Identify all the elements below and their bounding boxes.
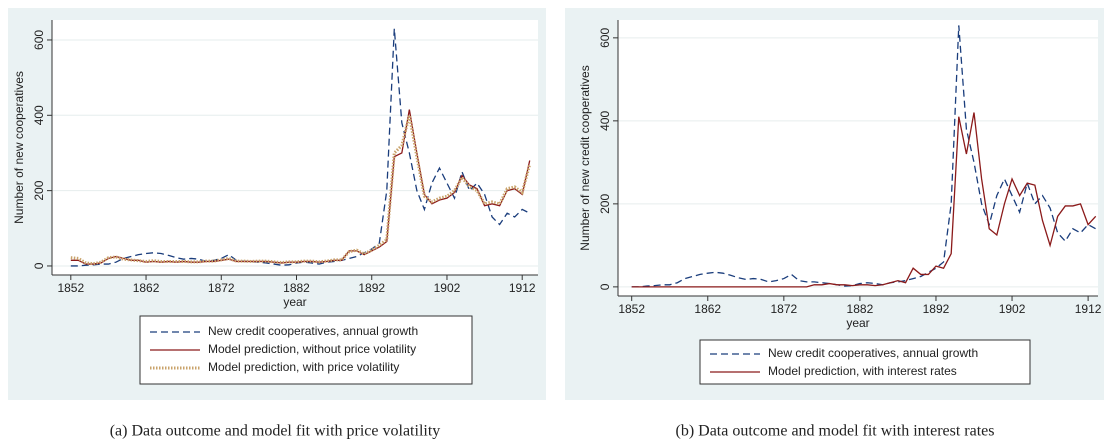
x-tick-label: 1902 [999, 302, 1026, 316]
legend-box [699, 339, 1031, 385]
series-line [70, 109, 531, 265]
series-line [70, 28, 531, 267]
y-tick-label: 200 [598, 194, 612, 214]
x-tick-label: 1872 [770, 302, 797, 316]
series-line [70, 114, 532, 266]
caption: (a) Data outcome and model fit with pric… [110, 423, 441, 440]
y-axis-label: Number of new credit cooperatives [578, 65, 592, 250]
y-tick-label: 600 [598, 28, 612, 48]
x-tick-label: 1862 [133, 281, 160, 295]
x-tick-label: 1892 [358, 281, 385, 295]
x-tick-label: 1852 [618, 302, 645, 316]
x-tick-label: 1902 [434, 281, 461, 295]
x-axis-label: year [283, 295, 306, 309]
y-tick-label: 0 [32, 262, 46, 269]
x-tick-label: 1872 [208, 281, 235, 295]
y-tick-label: 600 [32, 30, 46, 50]
legend-label: Model prediction, with interest rates [768, 364, 957, 378]
legend-label: New credit cooperatives, annual growth [208, 324, 418, 338]
y-tick-label: 400 [32, 105, 46, 125]
y-tick-label: 400 [598, 111, 612, 131]
x-axis-label: year [846, 316, 869, 330]
legend-label: Model prediction, without price volatili… [208, 342, 416, 356]
x-tick-label: 1912 [1075, 302, 1102, 316]
x-tick-label: 1882 [847, 302, 874, 316]
legend-label: Model prediction, with price volatility [208, 360, 399, 374]
plot-area [618, 20, 1098, 296]
plot-area [52, 20, 538, 275]
x-tick-label: 1912 [509, 281, 536, 295]
caption: (b) Data outcome and model fit with inte… [675, 423, 994, 440]
x-tick-label: 1892 [923, 302, 950, 316]
series-line [631, 25, 1097, 288]
y-tick-label: 200 [32, 180, 46, 200]
series-line [631, 112, 1097, 288]
x-tick-label: 1882 [283, 281, 310, 295]
x-tick-label: 1852 [57, 281, 84, 295]
legend-label: New credit cooperatives, annual growth [768, 346, 978, 360]
y-tick-label: 0 [598, 283, 612, 290]
y-axis-label: Number of new cooperatives [12, 71, 26, 224]
x-tick-label: 1862 [694, 302, 721, 316]
